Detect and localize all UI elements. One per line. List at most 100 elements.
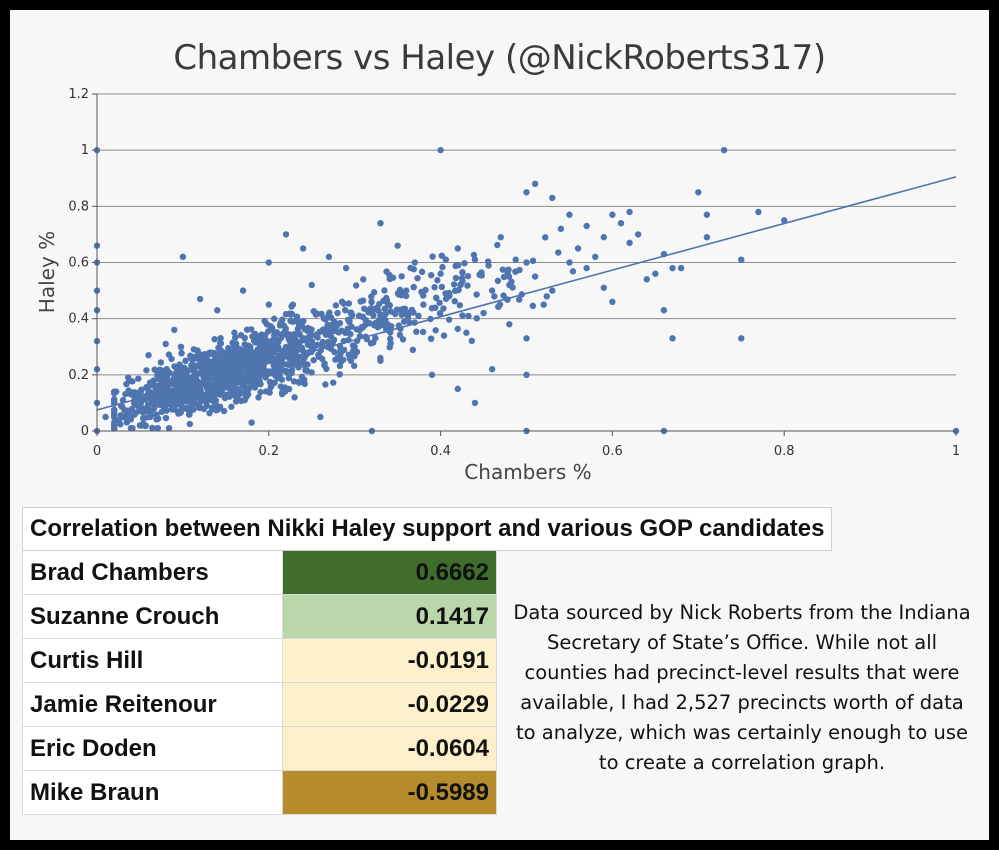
data-point: [189, 406, 197, 413]
data-point: [322, 331, 329, 338]
data-point: [263, 368, 271, 375]
data-point: [179, 253, 187, 261]
data-point: [125, 407, 132, 414]
data-point: [465, 312, 472, 320]
data-point: [307, 332, 314, 340]
data-point: [418, 288, 425, 296]
scatter-chart: 0 0.2 0.4 0.6 0.8 1 1.2 0 0.2 0.4 0.6 0.8 1 Chambers…: [35, 87, 960, 484]
data-point: [205, 350, 213, 357]
data-point: [331, 348, 338, 356]
data-point: [583, 222, 590, 230]
data-point: [419, 328, 427, 336]
data-point: [115, 416, 123, 424]
data-point: [499, 266, 506, 273]
data-point: [360, 276, 367, 283]
data-point: [381, 287, 388, 294]
data-point: [217, 391, 224, 398]
data-point: [269, 337, 276, 344]
data-source-note: Data sourced by Nick Roberts from the In…: [513, 601, 971, 774]
data-point: [277, 331, 285, 338]
correlation-table: Correlation between Nikki Haley support …: [21, 507, 833, 815]
data-point: [488, 287, 496, 294]
data-point: [263, 320, 270, 328]
data-point: [301, 380, 308, 388]
data-point: [248, 361, 255, 369]
data-point: [182, 357, 189, 365]
data-point: [345, 300, 353, 307]
data-point: [110, 412, 118, 419]
data-point: [308, 281, 315, 289]
data-point: [438, 283, 446, 291]
data-point: [505, 273, 513, 280]
data-point: [345, 351, 352, 358]
data-point: [382, 310, 389, 318]
data-point: [260, 336, 268, 343]
data-point: [301, 361, 308, 369]
data-point: [168, 405, 175, 413]
data-point: [286, 349, 294, 357]
data-point: [438, 252, 446, 259]
data-point: [313, 341, 321, 349]
graphic-frame: Chambers vs Haley (@NickRoberts317) 0 0.2…: [10, 10, 989, 840]
data-point: [248, 419, 255, 426]
data-point: [543, 293, 550, 300]
y-tick-label: 1: [81, 143, 89, 158]
data-point: [200, 369, 207, 377]
y-tick-label: 1.2: [68, 87, 89, 102]
data-point: [368, 298, 375, 306]
data-point: [455, 286, 462, 294]
table-row: Eric Doden -0.0604: [22, 726, 832, 771]
data-point: [394, 242, 401, 249]
data-point: [157, 359, 165, 366]
data-point: [643, 276, 650, 283]
data-point: [410, 309, 417, 316]
data-point: [304, 324, 312, 332]
data-point: [600, 234, 608, 241]
data-point: [491, 293, 498, 300]
data-point: [383, 297, 391, 304]
data-point: [338, 327, 345, 334]
data-point: [432, 304, 439, 311]
data-point: [431, 283, 438, 291]
data-point: [540, 301, 547, 308]
data-point: [505, 266, 512, 274]
data-point: [500, 292, 507, 299]
data-point: [410, 265, 418, 273]
y-tick-label: 0.2: [68, 368, 89, 383]
data-point: [183, 368, 190, 376]
data-point: [265, 259, 272, 266]
y-tick-label: 0.6: [68, 256, 89, 271]
data-point: [269, 324, 276, 332]
data-point: [143, 384, 150, 391]
data-point: [400, 318, 408, 325]
data-point: [557, 225, 565, 232]
data-point: [251, 337, 258, 345]
candidate-name: Brad Chambers: [22, 550, 283, 595]
data-point: [299, 245, 307, 252]
data-point: [600, 284, 608, 291]
data-point: [437, 146, 444, 154]
data-point: [186, 411, 193, 418]
data-point: [440, 305, 447, 312]
data-point: [436, 299, 443, 306]
data-point: [251, 330, 259, 338]
data-point: [476, 271, 483, 278]
data-point: [345, 316, 352, 324]
data-point: [398, 273, 405, 280]
data-point: [257, 388, 264, 396]
data-point: [459, 312, 466, 319]
data-point: [172, 390, 179, 397]
data-point: [429, 253, 436, 260]
data-point: [267, 383, 275, 390]
data-point: [296, 330, 303, 337]
data-point: [243, 347, 250, 354]
data-point: [231, 329, 238, 336]
data-point: [454, 385, 461, 393]
data-point: [213, 367, 220, 375]
data-point: [549, 287, 556, 294]
data-point: [508, 278, 515, 286]
data-point: [456, 302, 464, 309]
data-point: [295, 364, 302, 371]
data-point: [322, 381, 329, 388]
data-point: [555, 249, 562, 256]
